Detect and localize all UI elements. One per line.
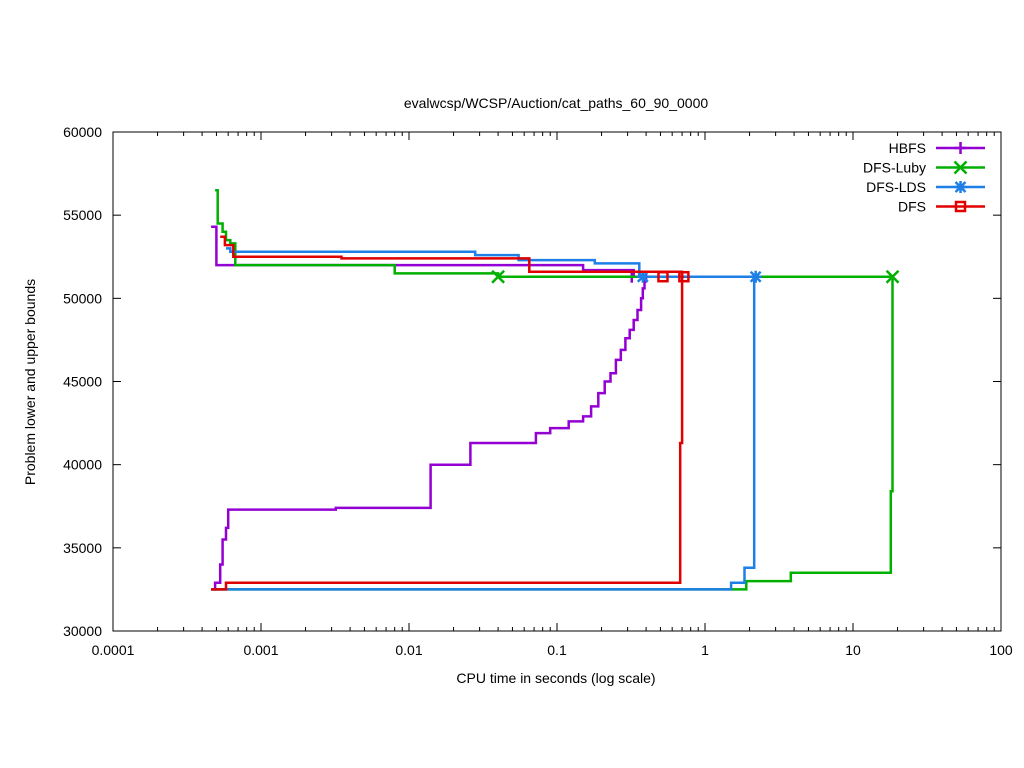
dfs-point-marker bbox=[678, 270, 690, 283]
y-axis-label: Problem lower and upper bounds bbox=[22, 279, 38, 485]
hbfs-upper-bound-line bbox=[211, 225, 647, 278]
legend-label-hbfs: HBFS bbox=[889, 140, 926, 156]
hbfs-lower-bound-line bbox=[211, 275, 647, 591]
series-layer bbox=[211, 188, 900, 591]
axis-ticks: 0.0001 0.001 0.01 0.1 1 10 100 30000 35000 40000 4… bbox=[63, 124, 1013, 658]
y-tick-label: 55000 bbox=[63, 207, 102, 223]
y-tick-label: 30000 bbox=[63, 623, 102, 639]
x-tick-label: 100 bbox=[989, 642, 1013, 658]
y-tick-label: 50000 bbox=[63, 290, 102, 306]
dfs-lds-point-marker bbox=[749, 270, 762, 283]
dfs-luby-point-marker bbox=[491, 269, 505, 284]
x-tick-label: 0.1 bbox=[547, 642, 567, 658]
x-tick-label: 0.01 bbox=[395, 642, 422, 658]
legend-label-dfs: DFS bbox=[898, 199, 926, 215]
dfs-point-marker bbox=[657, 270, 669, 283]
legend-marker-dfs-luby bbox=[953, 160, 968, 175]
x-tick-label: 0.0001 bbox=[92, 642, 135, 658]
x-tick-label: 10 bbox=[845, 642, 861, 658]
legend-marker-hbfs bbox=[954, 142, 967, 154]
x-axis-label: CPU time in seconds (log scale) bbox=[456, 670, 655, 686]
dfs-luby-lower-bound-line bbox=[211, 276, 894, 591]
dfs-lower-bound-line bbox=[211, 275, 684, 591]
x-tick-label: 1 bbox=[701, 642, 709, 658]
legend-label-dfs-lds: DFS-LDS bbox=[866, 179, 926, 195]
legend: HBFS DFS-Luby DFS-LDS DFS bbox=[863, 140, 985, 215]
dfs-luby-upper-bound-line bbox=[215, 188, 893, 278]
x-tick-label: 0.001 bbox=[243, 642, 278, 658]
y-tick-label: 40000 bbox=[63, 457, 102, 473]
legend-marker-dfs-lds bbox=[954, 181, 967, 193]
legend-marker-dfs bbox=[954, 200, 967, 213]
legend-label-dfs-luby: DFS-Luby bbox=[863, 160, 926, 176]
y-tick-label: 60000 bbox=[63, 124, 102, 140]
chart-title: evalwcsp/WCSP/Auction/cat_paths_60_90_00… bbox=[404, 95, 709, 111]
dfs-luby-point-marker bbox=[885, 269, 900, 284]
dfs-lds-point-marker bbox=[636, 270, 649, 283]
dfs-lds-lower-bound-line bbox=[211, 275, 756, 591]
y-tick-label: 45000 bbox=[63, 374, 102, 390]
y-tick-label: 35000 bbox=[63, 540, 102, 556]
